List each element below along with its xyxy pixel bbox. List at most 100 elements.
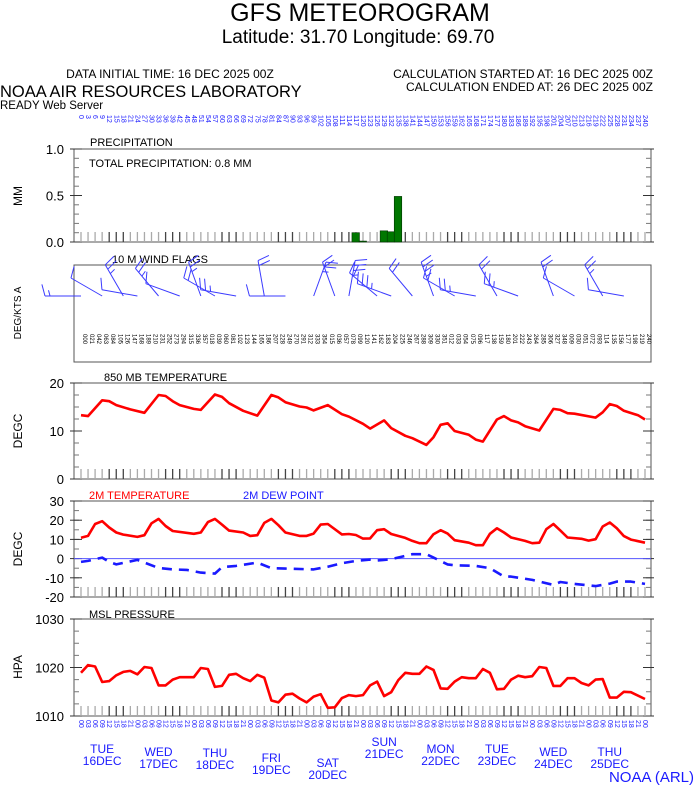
wind-speed-label: 162 xyxy=(377,334,383,345)
forecast-hour-label: 3 xyxy=(84,115,91,119)
y-tick-label: -20 xyxy=(45,590,64,605)
wind-speed-label: 147 xyxy=(130,334,136,345)
day-of-week-label: TUE xyxy=(90,742,114,756)
barb-staff xyxy=(478,264,498,297)
barb-staff xyxy=(188,262,202,297)
wind-speed-label: 078 xyxy=(349,334,355,345)
wind-speed-label: 309 xyxy=(426,334,432,345)
wind-barb xyxy=(70,266,103,297)
chart-title: GFS METEOROGRAM xyxy=(230,0,490,27)
hour-of-day-label: 21 xyxy=(634,720,641,728)
y-tick-label: 0 xyxy=(57,552,64,567)
forecast-hour-label: 162 xyxy=(458,115,465,127)
forecast-hour-label: 150 xyxy=(430,115,437,127)
hour-of-day-label: 03 xyxy=(310,720,317,728)
barb-flag xyxy=(586,277,589,290)
forecast-hour-label: 39 xyxy=(169,115,176,123)
hour-of-day-label: 09 xyxy=(606,720,613,728)
hour-of-day-label: 18 xyxy=(176,720,183,728)
day-of-week-label: WED xyxy=(539,745,567,759)
wind-speed-label: 033 xyxy=(455,334,461,345)
location-subtitle: Latitude: 31.70 Longitude: 69.70 xyxy=(222,27,495,48)
temp850-title: 850 MB TEMPERATURE xyxy=(104,372,227,384)
forecast-hour-label: 195 xyxy=(535,115,542,127)
pressure-line xyxy=(80,663,646,710)
barb-flag xyxy=(245,284,250,297)
date-label: 18DEC xyxy=(196,758,235,772)
forecast-hour-label: 78 xyxy=(260,115,267,123)
barb-staff xyxy=(70,277,103,297)
forecast-hour-label: 18 xyxy=(119,115,126,123)
hour-of-day-label: 21 xyxy=(239,720,246,728)
forecast-hour-label: 120 xyxy=(359,115,366,127)
barb-flag xyxy=(141,270,146,277)
hour-of-day-label: 06 xyxy=(260,720,267,728)
barb-flag xyxy=(488,273,491,286)
hour-of-day-label: 00 xyxy=(415,720,422,728)
barb-flag xyxy=(138,262,146,273)
hour-of-day-label: 06 xyxy=(373,720,380,728)
barb-flag xyxy=(41,284,46,297)
forecast-hour-label: 33 xyxy=(155,115,162,123)
date-label: 21DEC xyxy=(365,747,404,761)
wind-speed-label: 075 xyxy=(469,334,475,345)
barb-staff xyxy=(348,260,356,297)
wind-barb xyxy=(542,266,575,297)
wind-speed-label: 243 xyxy=(525,334,531,345)
wind-speed-label: 219 xyxy=(638,334,644,345)
hour-of-day-label: 09 xyxy=(493,720,500,728)
hour-of-day-label: 09 xyxy=(437,720,444,728)
forecast-hour-label: 105 xyxy=(324,115,331,127)
hour-of-day-label: 12 xyxy=(162,720,169,728)
hour-of-day-label: 03 xyxy=(84,720,91,728)
wind-barb xyxy=(438,277,476,297)
forecast-hour-label: 216 xyxy=(585,115,592,127)
hour-of-day-label: 18 xyxy=(345,720,352,728)
forecast-hour-label: 48 xyxy=(190,115,197,123)
forecast-hour-label: 63 xyxy=(225,115,232,123)
barb-staff xyxy=(200,289,237,297)
wind-speed-label: 273 xyxy=(173,334,179,345)
hour-of-day-label: 03 xyxy=(366,720,373,728)
barb-flag xyxy=(48,290,51,297)
barb-flag xyxy=(100,277,103,290)
forecast-hour-label: 99 xyxy=(310,115,317,123)
forecast-hour-label: 186 xyxy=(514,115,521,127)
panel-frame xyxy=(73,382,652,480)
wind-speed-label: 051 xyxy=(582,334,588,345)
hour-of-day-label: 15 xyxy=(169,720,176,728)
forecast-hour-label: 57 xyxy=(211,115,218,123)
hour-of-day-label: 03 xyxy=(479,720,486,728)
forecast-hour-label: 228 xyxy=(613,115,620,127)
barb-staff xyxy=(104,264,124,297)
day-of-week-label: THU xyxy=(597,745,622,759)
forecast-hour-label: 165 xyxy=(465,115,472,127)
barb-flag xyxy=(199,277,202,290)
hour-of-day-label: 06 xyxy=(542,720,549,728)
wind-barb xyxy=(313,261,338,297)
barb-flag xyxy=(371,282,373,289)
hour-of-day-label: 12 xyxy=(444,720,451,728)
wind-speed-label: 117 xyxy=(483,334,489,344)
barb-flag xyxy=(188,254,199,263)
hour-of-day-label: 15 xyxy=(112,720,119,728)
y-tick-label: 10 xyxy=(50,532,64,547)
barb-flag xyxy=(388,258,397,269)
forecast-hour-label: 51 xyxy=(197,115,204,123)
barb-flag xyxy=(424,264,435,273)
forecast-hour-label: 135 xyxy=(394,115,401,127)
hour-of-day-label: 06 xyxy=(599,720,606,728)
panel-frame xyxy=(73,618,652,717)
hour-of-day-label: 00 xyxy=(246,720,253,728)
hour-of-day-label: 12 xyxy=(274,720,281,728)
hour-of-day-label: 06 xyxy=(204,720,211,728)
forecast-hour-label: 144 xyxy=(415,115,422,127)
barb-flag xyxy=(191,267,198,273)
wind-barb xyxy=(349,261,378,297)
wind-speed-label: 021 xyxy=(88,334,94,345)
forecast-hour-label: 27 xyxy=(140,115,147,123)
wind-speed-label: 138 xyxy=(490,334,496,345)
precip-bar xyxy=(386,231,396,243)
hour-of-day-label: 09 xyxy=(380,720,387,728)
hour-of-day-label: 03 xyxy=(253,720,260,728)
